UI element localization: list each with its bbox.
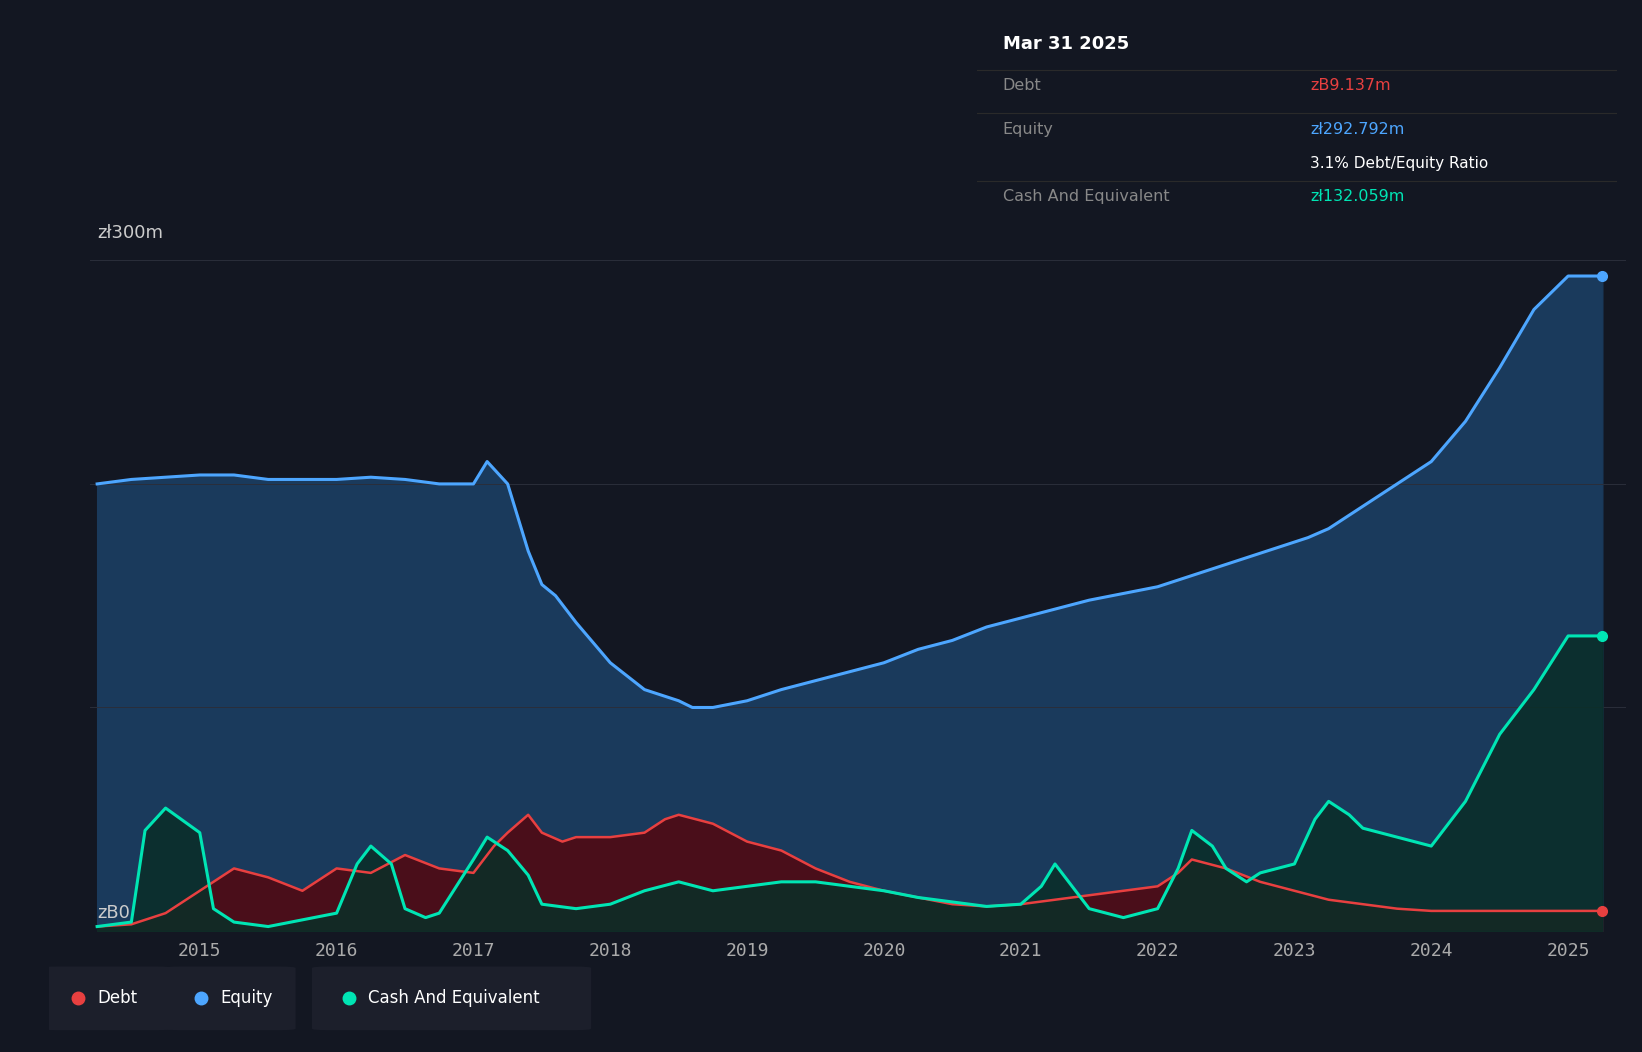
FancyBboxPatch shape — [41, 967, 172, 1030]
FancyBboxPatch shape — [164, 967, 296, 1030]
FancyBboxPatch shape — [312, 967, 591, 1030]
Text: Mar 31 2025: Mar 31 2025 — [1003, 36, 1128, 54]
Text: Debt: Debt — [1003, 79, 1041, 94]
Text: Cash And Equivalent: Cash And Equivalent — [368, 989, 540, 1008]
Text: Equity: Equity — [1003, 122, 1054, 137]
Text: zł132.059m: zł132.059m — [1310, 189, 1404, 204]
Text: zł300m: zł300m — [97, 224, 163, 243]
Text: zB9.137m: zB9.137m — [1310, 79, 1391, 94]
Text: zł292.792m: zł292.792m — [1310, 122, 1404, 137]
Text: Equity: Equity — [220, 989, 273, 1008]
Text: Debt: Debt — [97, 989, 136, 1008]
Text: Cash And Equivalent: Cash And Equivalent — [1003, 189, 1169, 204]
Text: 3.1% Debt/Equity Ratio: 3.1% Debt/Equity Ratio — [1310, 157, 1488, 171]
Text: zB0: zB0 — [97, 904, 130, 922]
